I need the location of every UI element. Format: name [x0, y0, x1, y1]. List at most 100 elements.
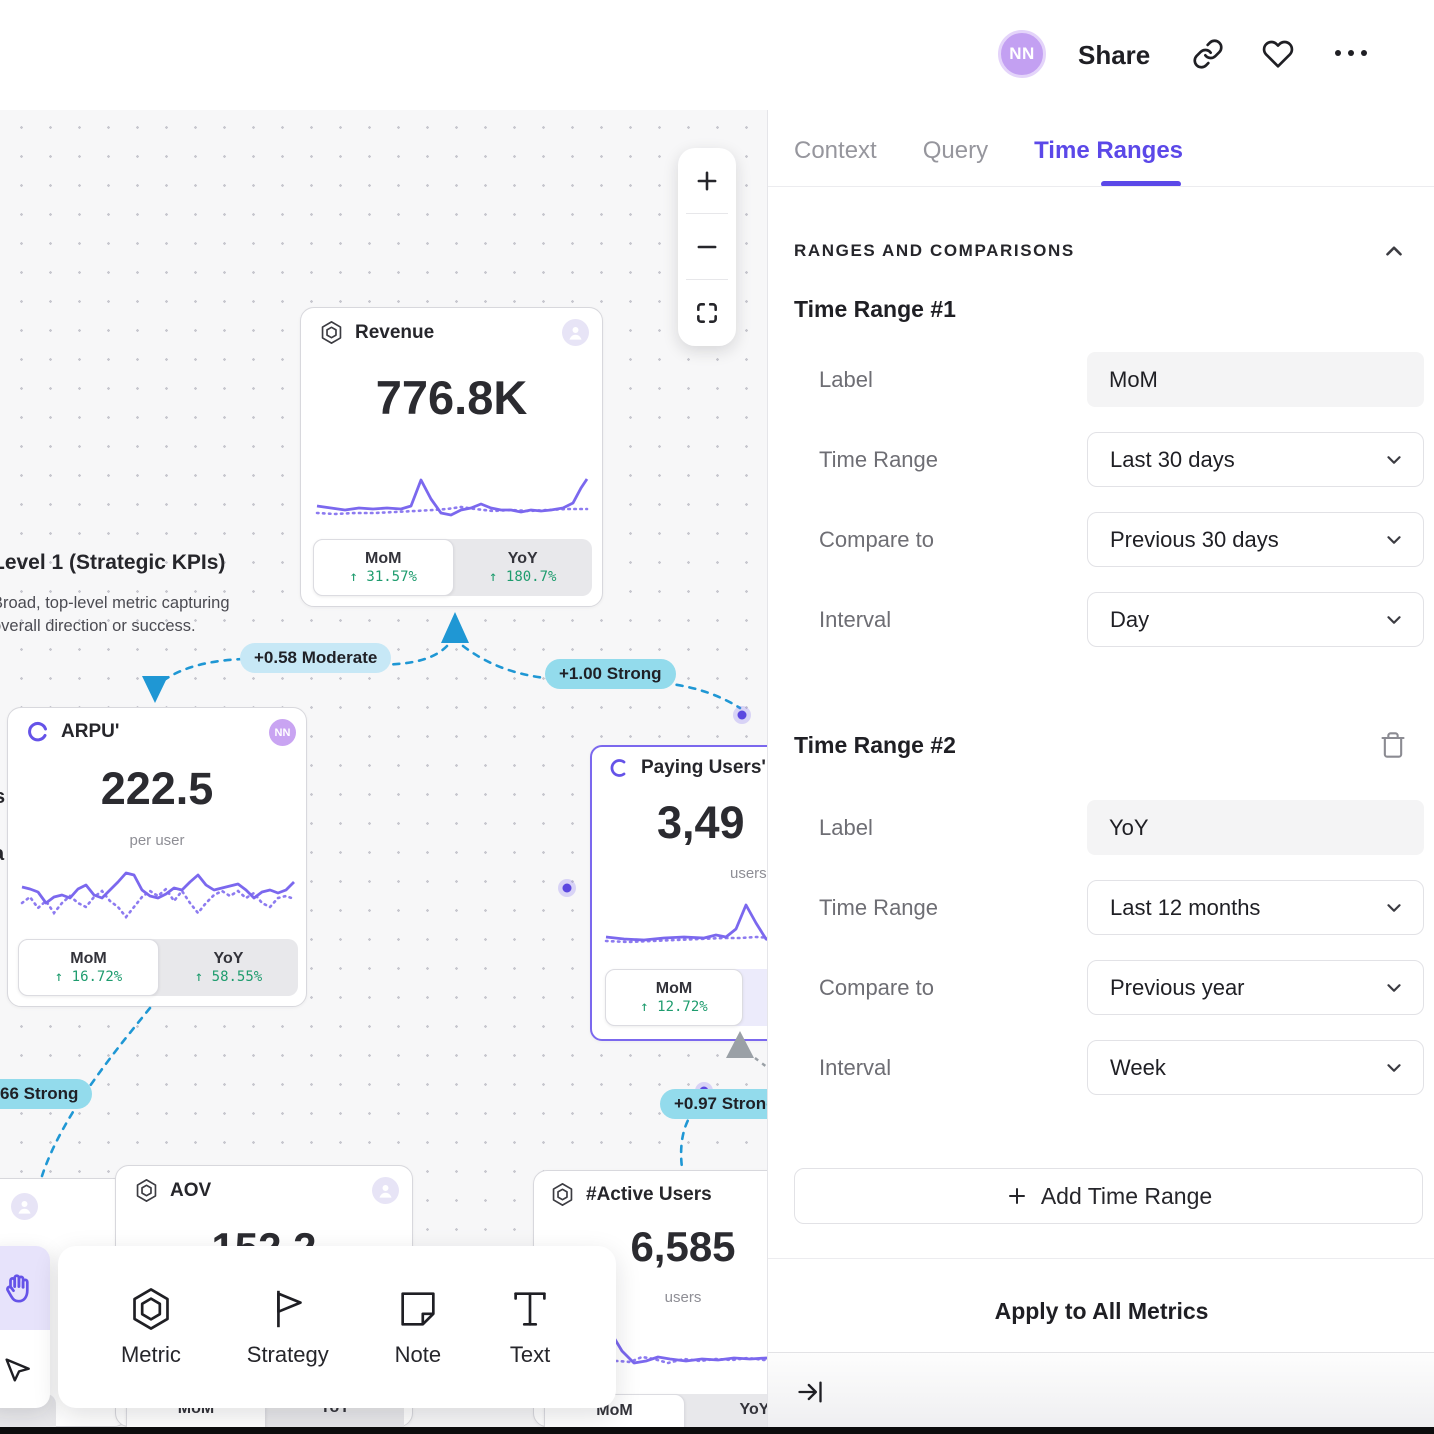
metric-arc-icon	[28, 722, 47, 742]
chevron-down-icon	[1387, 1063, 1401, 1072]
owner-avatar-nn: NN	[269, 719, 296, 746]
more-options-icon[interactable]	[1335, 50, 1367, 56]
card-title: AOV	[170, 1179, 212, 1201]
tool-metric[interactable]: Metric	[121, 1286, 181, 1368]
metric-unit: per user	[129, 832, 185, 849]
toggle-yoy[interactable]: YoY	[739, 1401, 770, 1418]
window-bottom-edge	[0, 1427, 1434, 1434]
fit-view-button[interactable]	[678, 280, 736, 345]
time-range-2-title: Time Range #2	[794, 732, 956, 758]
minus-icon	[697, 245, 717, 248]
owner-avatar-icon	[562, 319, 589, 346]
card-title: Paying Users'	[641, 757, 766, 778]
group-annotation: Level 1 (Strategic KPIs) Broad, top-leve…	[0, 551, 230, 638]
owner-avatar-icon	[11, 1193, 38, 1220]
metric-value: 776.8K	[375, 371, 528, 424]
metric-hexagon-icon	[133, 1288, 169, 1330]
label-input[interactable]: YoY	[1087, 800, 1424, 855]
correlation-badge[interactable]: +0.58 Moderate	[240, 643, 392, 673]
card-title: ARPU'	[61, 721, 120, 742]
clipped-text-fragment: a	[0, 843, 4, 866]
metric-value: 222.5	[100, 763, 214, 814]
owner-avatar-icon	[372, 1177, 399, 1204]
chevron-down-icon	[1387, 903, 1401, 912]
flag-icon	[276, 1290, 302, 1328]
field-label: Compare to	[819, 527, 934, 552]
timerange-toggle[interactable]: MoM ↑ 31.57% YoY ↑ 180.7%	[313, 539, 592, 596]
tool-text[interactable]: Text	[507, 1286, 553, 1368]
timerange-toggle[interactable]: MoM ↑ 16.72% YoY ↑ 58.55%	[18, 939, 298, 996]
plus-icon	[697, 171, 717, 190]
time-range-select[interactable]: Last 30 days	[1087, 432, 1424, 487]
plus-icon	[1008, 1188, 1025, 1204]
compare-to-select[interactable]: Previous 30 days	[1087, 512, 1424, 567]
text-icon	[514, 1292, 546, 1326]
metric-unit: users	[730, 865, 767, 882]
metric-hexagon-icon	[321, 321, 342, 344]
metric-value: 3,49	[657, 797, 745, 848]
time-range-select[interactable]: Last 12 months	[1087, 880, 1424, 935]
panel-tabs: Context Query Time Ranges	[794, 137, 1183, 165]
field-label: Interval	[819, 607, 892, 632]
correlation-badge[interactable]: +1.00 Strong	[545, 659, 676, 689]
favorite-heart-icon[interactable]	[1262, 38, 1294, 70]
tab-context[interactable]: Context	[794, 137, 877, 164]
add-time-range-button[interactable]: Add Time Range	[794, 1168, 1423, 1224]
chevron-down-icon	[1387, 983, 1401, 992]
interval-select[interactable]: Week	[1087, 1040, 1424, 1095]
fullscreen-icon	[697, 302, 717, 323]
metric-hexagon-icon	[552, 1183, 573, 1206]
share-button[interactable]: Share	[1078, 40, 1151, 70]
zoom-in-button[interactable]	[678, 148, 736, 213]
group-title: Level 1 (Strategic KPIs)	[0, 551, 226, 574]
metric-arc-icon	[610, 759, 626, 777]
metric-card-revenue[interactable]: Revenue 776.8K MoM ↑ 31.57% YoY ↑ 180.7%	[300, 307, 603, 607]
toggle-yoy[interactable]: YoY ↑ 180.7%	[489, 550, 557, 585]
zoom-out-button[interactable]	[678, 214, 736, 279]
compare-to-select[interactable]: Previous year	[1087, 960, 1424, 1015]
sparkline-chart	[315, 478, 589, 517]
collapse-section-chevron-icon[interactable]	[1381, 238, 1407, 264]
hand-tool-button[interactable]	[0, 1246, 50, 1330]
active-tab-underline	[1101, 181, 1181, 187]
collapse-panel-icon[interactable]	[796, 1378, 824, 1406]
top-header: NN Share	[0, 0, 1434, 110]
chevron-down-icon	[1387, 615, 1401, 624]
toggle-yoy[interactable]: YoY ↑ 58.55%	[194, 950, 263, 985]
field-label: Time Range	[819, 447, 939, 472]
delete-time-range-trash-icon[interactable]	[1379, 731, 1407, 759]
user-avatar[interactable]: NN	[998, 30, 1046, 78]
insert-toolbar: Metric Strategy Note Text	[58, 1246, 616, 1408]
sparkline-chart	[20, 871, 296, 920]
section-title: RANGES AND COMPARISONS	[794, 241, 1075, 260]
settings-panel: Context Query Time Ranges RANGES AND COM…	[767, 110, 1434, 1352]
toggle-mom[interactable]: MoM ↑ 31.57%	[313, 539, 454, 596]
card-title: Revenue	[355, 321, 435, 343]
toggle-mom[interactable]: MoM ↑ 16.72%	[18, 939, 159, 996]
field-label: Label	[819, 815, 873, 840]
interval-select[interactable]: Day	[1087, 592, 1424, 647]
time-range-1-title: Time Range #1	[794, 296, 956, 322]
metric-card-arpu[interactable]: ARPU' NN 222.5 per user MoM ↑ 16.72% YoY…	[7, 707, 307, 1007]
canvas-zoom-controls	[678, 148, 736, 346]
hand-icon	[6, 1274, 29, 1303]
field-label: Time Range	[819, 895, 939, 920]
tool-note[interactable]: Note	[395, 1286, 441, 1368]
tab-query[interactable]: Query	[922, 137, 989, 164]
field-label: Interval	[819, 1055, 892, 1080]
apply-all-metrics-button[interactable]: Apply to All Metrics	[994, 1298, 1209, 1324]
toggle-mom[interactable]: MoM ↑ 12.72%	[605, 969, 743, 1026]
tab-time-ranges[interactable]: Time Ranges	[1034, 137, 1184, 164]
note-icon	[401, 1292, 435, 1326]
chevron-down-icon	[1387, 535, 1401, 544]
copy-link-icon[interactable]	[1192, 38, 1224, 70]
tool-strategy[interactable]: Strategy	[247, 1286, 329, 1368]
canvas-mode-tools	[0, 1246, 50, 1408]
correlation-badge[interactable]: 66 Strong	[0, 1079, 93, 1109]
group-desc-line1: Broad, top-level metric capturing	[0, 594, 230, 612]
metric-value: 6,585	[630, 1223, 736, 1270]
metric-unit: users	[664, 1289, 702, 1306]
label-input[interactable]: MoM	[1087, 352, 1424, 407]
select-tool-button[interactable]	[0, 1330, 50, 1408]
